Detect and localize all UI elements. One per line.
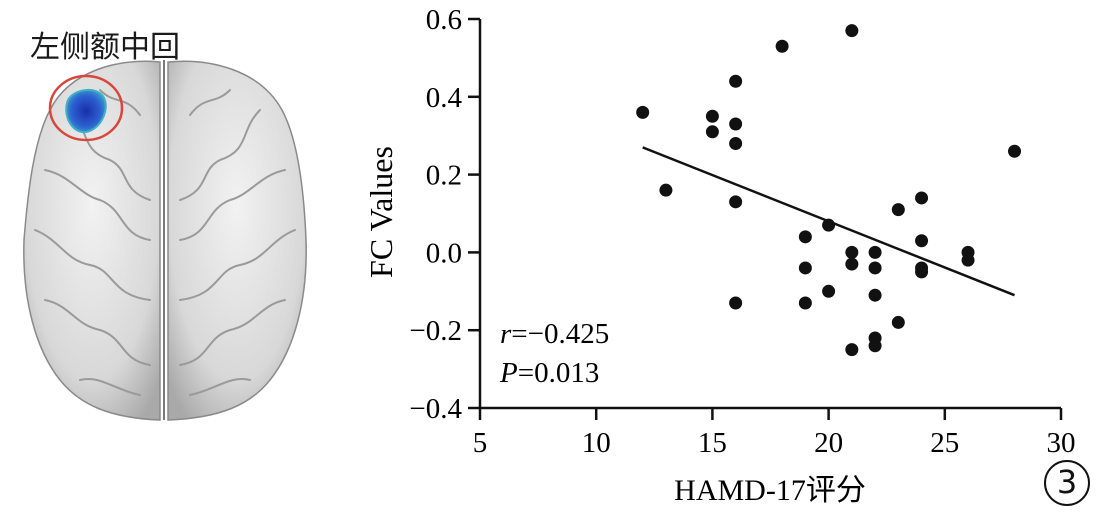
y-tick-label: 0.2 bbox=[426, 160, 462, 192]
data-point bbox=[822, 284, 836, 298]
highlight-circle bbox=[48, 74, 124, 142]
x-tick-label: 10 bbox=[582, 427, 611, 459]
data-point bbox=[915, 265, 929, 279]
data-point bbox=[845, 245, 859, 259]
x-tick-label: 5 bbox=[473, 427, 488, 459]
data-point bbox=[915, 191, 929, 205]
x-axis-label: HAMD-17评分 bbox=[674, 474, 866, 507]
brain-region-title: 左侧额中回 bbox=[30, 30, 180, 65]
p-stat: P=0.013 bbox=[499, 357, 599, 389]
data-point bbox=[868, 261, 882, 275]
data-point bbox=[868, 339, 882, 353]
p-stat-value: =0.013 bbox=[518, 357, 600, 389]
data-point bbox=[891, 203, 905, 217]
y-axis-label: FC Values bbox=[363, 146, 399, 278]
data-point bbox=[1008, 144, 1022, 158]
axes bbox=[478, 19, 1061, 410]
y-tick-label: 0.6 bbox=[426, 4, 462, 36]
data-point bbox=[845, 257, 859, 271]
x-tick-label: 30 bbox=[1047, 427, 1076, 459]
y-tick-label: −0.2 bbox=[409, 315, 462, 347]
data-point bbox=[961, 253, 975, 267]
p-stat-label: P bbox=[499, 357, 518, 389]
y-tick-label: 0.4 bbox=[426, 82, 463, 114]
data-point bbox=[798, 296, 812, 310]
data-point bbox=[868, 288, 882, 302]
data-point bbox=[705, 125, 719, 139]
y-tick-label: 0.0 bbox=[426, 237, 462, 269]
right-hemisphere bbox=[167, 60, 307, 421]
ticks: −0.4 −0.2 0.0 0.2 0.4 0.6 5 10 15 20 25 30 bbox=[409, 4, 1075, 459]
r-stat-value: =−0.425 bbox=[511, 318, 609, 350]
left-hemisphere bbox=[23, 60, 161, 421]
data-point bbox=[729, 74, 743, 88]
r-stat: r=−0.425 bbox=[500, 318, 609, 350]
x-tick-label: 25 bbox=[930, 427, 959, 459]
data-point bbox=[798, 261, 812, 275]
r-stat-label: r bbox=[500, 318, 512, 350]
data-point bbox=[729, 136, 743, 150]
x-tick-label: 15 bbox=[698, 427, 727, 459]
data-point bbox=[775, 39, 789, 53]
data-point bbox=[729, 296, 743, 310]
data-point bbox=[729, 195, 743, 209]
data-point bbox=[636, 105, 650, 119]
data-point bbox=[845, 343, 859, 357]
data-points bbox=[636, 24, 1022, 357]
data-point bbox=[659, 183, 673, 197]
highlight-blob bbox=[65, 89, 107, 134]
y-tick-label: −0.4 bbox=[409, 393, 462, 425]
data-point bbox=[868, 245, 882, 259]
data-point bbox=[729, 117, 743, 131]
data-point bbox=[822, 218, 836, 232]
data-point bbox=[891, 315, 905, 329]
panel-number-badge: 3 bbox=[1044, 460, 1090, 506]
data-point bbox=[705, 109, 719, 123]
data-point bbox=[845, 24, 859, 38]
x-tick-label: 20 bbox=[814, 427, 843, 459]
data-point bbox=[915, 234, 929, 248]
data-point bbox=[798, 230, 812, 244]
brain-image bbox=[23, 60, 307, 421]
